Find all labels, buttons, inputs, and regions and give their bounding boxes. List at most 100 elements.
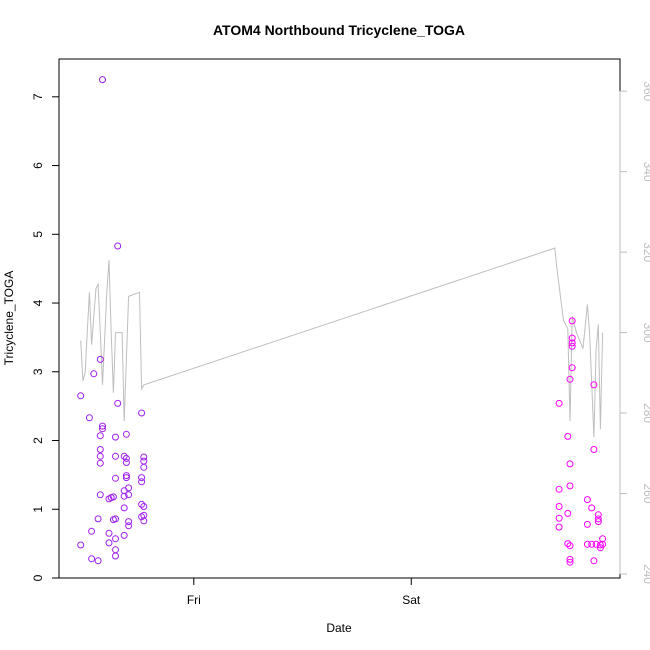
data-point-56 — [140, 517, 148, 525]
data-point-3 — [88, 555, 96, 563]
data-point-51 — [140, 463, 148, 471]
y2-tick-label-5: 340 — [641, 162, 650, 182]
y-axis: 0 1 2 3 4 5 6 7 — [31, 93, 60, 581]
data-point-57 — [555, 399, 563, 407]
data-point-72 — [568, 342, 576, 350]
data-point-82 — [590, 381, 598, 389]
y-tick-label-5: 5 — [31, 231, 45, 238]
data-point-52 — [140, 457, 148, 465]
data-point-7 — [94, 515, 102, 523]
data-point-8 — [96, 491, 104, 499]
data-point-4 — [88, 527, 96, 535]
data-point-66 — [566, 555, 574, 563]
data-point-38 — [122, 430, 130, 438]
data-point-64 — [564, 509, 572, 517]
data-point-46 — [138, 409, 146, 417]
data-point-59 — [555, 503, 563, 510]
data-point-77 — [583, 520, 591, 528]
plot-frame — [58, 58, 621, 579]
data-point-15 — [99, 422, 106, 430]
line-series — [80, 247, 604, 438]
data-point-62 — [564, 432, 572, 440]
data-point-40 — [122, 472, 130, 480]
y2-tick-label-4: 320 — [641, 242, 650, 262]
data-point-74 — [568, 334, 576, 342]
data-point-73 — [568, 339, 576, 347]
data-point-32 — [120, 531, 128, 539]
data-point-18 — [105, 529, 113, 537]
data-point-69 — [566, 460, 574, 468]
x-axis: Fri Sat — [187, 577, 421, 607]
data-point-61 — [555, 523, 563, 531]
data-point-23 — [112, 552, 119, 560]
y2-tick-label-3: 300 — [641, 323, 650, 343]
data-point-42 — [125, 491, 133, 499]
data-point-31 — [114, 242, 122, 250]
data-point-58 — [555, 485, 563, 493]
data-point-53 — [140, 453, 148, 461]
data-point-37 — [122, 454, 130, 462]
data-point-50 — [138, 474, 146, 482]
data-point-88 — [596, 544, 604, 552]
data-point-12 — [96, 432, 104, 440]
y-tick-label-4: 4 — [31, 299, 45, 306]
data-point-16 — [99, 76, 106, 84]
y2-tick-label-2: 280 — [641, 403, 650, 423]
data-point-54 — [140, 503, 148, 510]
data-point-47 — [138, 500, 146, 508]
x-tick-label-0: Fri — [187, 593, 201, 607]
data-point-27 — [112, 474, 119, 482]
data-point-6 — [94, 557, 102, 565]
y-tick-label-0: 0 — [31, 574, 45, 581]
y-tick-label-3: 3 — [31, 368, 45, 375]
data-point-71 — [568, 364, 576, 372]
y2-tick-label-1: 260 — [641, 483, 650, 503]
data-point-5 — [90, 370, 98, 378]
data-point-81 — [590, 446, 598, 453]
y2-axis: 240 260 280 300 320 340 360 — [619, 81, 650, 584]
data-point-83 — [590, 557, 598, 565]
y2-tick-label-6: 360 — [641, 81, 650, 101]
data-point-25 — [112, 535, 119, 543]
data-point-1 — [77, 541, 85, 549]
x-tick-label-1: Sat — [402, 593, 421, 607]
data-point-14 — [99, 425, 106, 433]
data-point-45 — [125, 518, 133, 526]
data-point-26 — [112, 515, 119, 523]
data-point-41 — [122, 474, 130, 482]
data-point-85 — [594, 515, 602, 523]
x-axis-label: Date — [326, 621, 352, 635]
data-point-33 — [120, 504, 128, 512]
data-point-22 — [109, 493, 117, 501]
data-point-76 — [583, 540, 591, 548]
y-tick-label-1: 1 — [31, 506, 45, 513]
y-tick-label-7: 7 — [31, 93, 45, 100]
data-point-75 — [568, 317, 576, 325]
data-point-70 — [566, 375, 574, 383]
data-point-63 — [564, 540, 572, 548]
y-axis-label: Tricyclene_TOGA — [2, 271, 16, 366]
data-point-39 — [122, 459, 130, 466]
data-point-24 — [112, 546, 119, 554]
data-point-9 — [96, 459, 104, 467]
data-point-87 — [594, 511, 602, 519]
y-tick-label-2: 2 — [31, 437, 45, 444]
data-point-43 — [125, 484, 133, 492]
data-point-49 — [138, 478, 146, 486]
data-point-30 — [114, 399, 122, 407]
data-point-2 — [85, 414, 93, 422]
data-point-10 — [96, 452, 104, 460]
data-point-80 — [588, 504, 596, 512]
data-point-29 — [112, 433, 119, 441]
data-point-79 — [588, 540, 596, 548]
data-point-67 — [566, 558, 574, 566]
series-line — [80, 247, 604, 438]
data-point-28 — [112, 452, 119, 460]
data-point-13 — [96, 355, 104, 363]
chart-title: ATOM4 Northbound Tricyclene_TOGA — [213, 22, 465, 38]
data-point-0 — [77, 392, 85, 400]
y-tick-label-6: 6 — [31, 162, 45, 169]
data-point-78 — [583, 496, 591, 504]
point-series — [77, 76, 607, 566]
